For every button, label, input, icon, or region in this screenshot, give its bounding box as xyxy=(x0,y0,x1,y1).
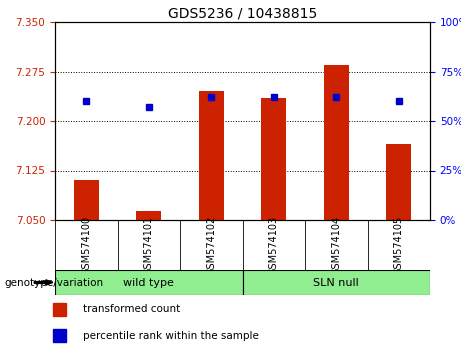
Bar xyxy=(199,91,224,220)
FancyBboxPatch shape xyxy=(242,270,430,295)
Text: GSM574100: GSM574100 xyxy=(81,216,91,275)
Text: percentile rank within the sample: percentile rank within the sample xyxy=(83,331,259,341)
Text: GSM574102: GSM574102 xyxy=(206,215,216,275)
Text: GSM574104: GSM574104 xyxy=(331,216,341,275)
Text: genotype/variation: genotype/variation xyxy=(5,278,104,287)
Bar xyxy=(74,181,99,220)
Bar xyxy=(261,98,286,220)
Bar xyxy=(386,144,411,220)
Text: GSM574105: GSM574105 xyxy=(394,215,404,275)
Bar xyxy=(324,65,349,220)
Text: wild type: wild type xyxy=(123,278,174,287)
FancyBboxPatch shape xyxy=(55,270,242,295)
Bar xyxy=(136,211,161,220)
Title: GDS5236 / 10438815: GDS5236 / 10438815 xyxy=(168,7,317,21)
Text: GSM574103: GSM574103 xyxy=(269,216,279,275)
Text: transformed count: transformed count xyxy=(83,304,180,314)
Text: GSM574101: GSM574101 xyxy=(144,216,154,275)
Text: SLN null: SLN null xyxy=(313,278,359,287)
